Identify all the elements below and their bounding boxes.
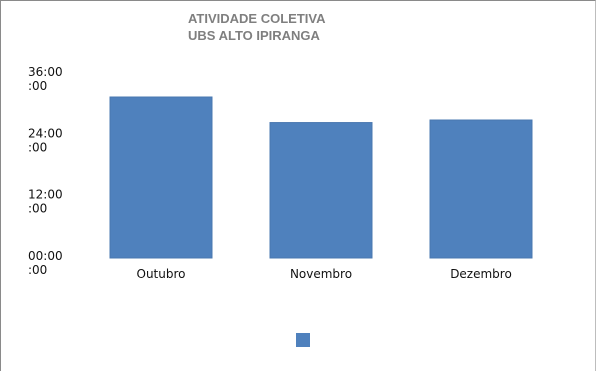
x-axis-category-labels: Outubro Novembro Dezembro	[137, 267, 512, 281]
bar-novembro	[269, 122, 373, 259]
y-tick-sublabel-0: :00	[28, 263, 47, 277]
bar-dezembro	[429, 119, 533, 259]
category-label-outubro: Outubro	[137, 267, 186, 281]
chart-subtitle: UBS ALTO IPIRANGA	[188, 28, 321, 43]
category-label-novembro: Novembro	[290, 267, 352, 281]
y-tick-label-0: 00:00	[28, 249, 63, 263]
chart-title: ATIVIDADE COLETIVA	[188, 11, 326, 26]
bars	[109, 96, 533, 259]
y-tick-sublabel-2: :00	[28, 140, 47, 154]
y-tick-label-2: 24:00	[28, 126, 63, 140]
y-tick-sublabel-1: :00	[28, 202, 47, 216]
y-tick-sublabel-3: :00	[28, 79, 47, 93]
legend-swatch	[296, 333, 310, 347]
y-tick-label-3: 36:00	[28, 65, 63, 79]
y-tick-label-1: 12:00	[28, 188, 63, 202]
legend	[296, 333, 310, 347]
category-label-dezembro: Dezembro	[450, 267, 512, 281]
bar-outubro	[109, 96, 213, 259]
